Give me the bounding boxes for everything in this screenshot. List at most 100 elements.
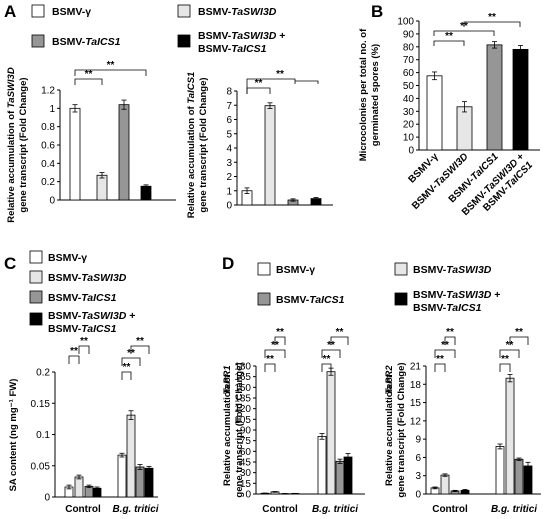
significance-label: ** xyxy=(266,354,274,365)
bar-C-g1-s0 xyxy=(117,454,127,498)
y-tick-label: 0 xyxy=(415,490,421,501)
bar-C-g1-s1 xyxy=(126,414,136,498)
x-category-label: B.g. tritici xyxy=(312,504,358,515)
significance-label: ** xyxy=(255,78,263,89)
legend-label-bsmv: BSMV-γ xyxy=(52,6,91,18)
significance-bracket xyxy=(444,336,456,345)
y-axis-label: gene transcript (Fold Change) xyxy=(198,77,209,212)
legend-label-combo: BSMV-TaSWI3D + BSMV-TaICS1 xyxy=(198,30,285,55)
y-axis-label: Relative accumulation of TaICS1 xyxy=(186,72,197,218)
y-tick-label: 30 xyxy=(240,468,252,479)
significance-label: ** xyxy=(276,327,284,338)
legend-panel-d: BSMV-γ BSMV-TaSWI3D BSMV-TaICS1 BSMV-TaS… xyxy=(257,262,500,314)
y-tick-label: 100 xyxy=(397,17,414,28)
y-tick-label: 3 xyxy=(415,471,421,482)
legend-swatch-bsmv xyxy=(257,262,271,276)
y-tick-label: 0.2 xyxy=(41,177,55,188)
y-tick-label: 12 xyxy=(410,416,422,427)
legend-label-bsmv: BSMV-γ xyxy=(276,264,315,276)
y-tick-label: 90 xyxy=(240,426,252,437)
bar-a1-1 xyxy=(96,174,108,201)
y-tick-label: 0 xyxy=(245,490,251,501)
y-axis-label: SA content (ng mg⁻¹ FW) xyxy=(8,379,19,492)
y-tick-label: 4 xyxy=(226,144,232,155)
y-tick-label: 90 xyxy=(403,29,415,40)
bar-D2-g1-s2 xyxy=(514,458,524,495)
significance-bracket xyxy=(434,349,456,358)
legend-label-combo: BSMV-TaSWI3D + BSMV-TaICS1 xyxy=(48,310,135,335)
bar-a1-3 xyxy=(140,185,152,201)
y-axis-label: Relative accumulation of xyxy=(222,373,233,486)
y-tick-label: 10 xyxy=(403,133,415,144)
significance-label: ** xyxy=(446,327,454,338)
bar-a2-1 xyxy=(264,105,276,206)
significance-bracket xyxy=(330,336,349,345)
legend-label-combo: BSMV-TaSWI3D + BSMV-TaICS1 xyxy=(413,289,500,314)
y-tick-label: 0.4 xyxy=(41,159,55,170)
significance-label: ** xyxy=(506,340,514,351)
significance-label: ** xyxy=(107,60,115,71)
significance-bracket xyxy=(130,345,150,354)
significance-label: ** xyxy=(336,327,344,338)
legend-label-taswi3d: BSMV-TaSWI3D xyxy=(198,6,277,18)
y-tick-label: 135 xyxy=(234,394,251,405)
legend-swatch-taswi3d xyxy=(394,262,408,276)
legend-swatch-combo xyxy=(394,292,408,306)
significance-label: ** xyxy=(85,69,93,80)
y-tick-label: 0 xyxy=(44,493,50,504)
significance-label: ** xyxy=(501,354,509,365)
legend-swatch-combo xyxy=(177,34,191,48)
significance-label: ** xyxy=(323,354,331,365)
bar-D2-g1-s1 xyxy=(505,377,515,495)
legend-swatch-combo xyxy=(29,312,43,326)
y-tick-label: 0.2 xyxy=(36,368,50,379)
x-category-label: Control xyxy=(432,504,468,515)
bar-b-1 xyxy=(456,106,473,151)
bar-D1-g1-s1 xyxy=(326,371,336,495)
significance-bracket xyxy=(74,78,103,85)
significance-bracket xyxy=(121,357,141,366)
y-tick-label: 60 xyxy=(403,68,415,79)
y-tick-label: 1.2 xyxy=(41,86,55,97)
significance-label: ** xyxy=(515,327,523,338)
y-tick-label: 6 xyxy=(415,453,421,464)
legend-swatch-taswi3d xyxy=(177,4,191,18)
y-tick-label: 1 xyxy=(49,104,55,115)
y-tick-label: 120 xyxy=(234,404,251,415)
significance-label: ** xyxy=(488,12,496,23)
y-tick-label: 6 xyxy=(226,115,232,126)
legend-label-tacics1: BSMV-TaICS1 xyxy=(52,36,121,48)
y-axis-label: Relative accumulation of TaSWI3D xyxy=(6,67,17,223)
bar-D1-g1-s2 xyxy=(335,460,345,495)
y-axis-label: TaPR2 xyxy=(384,365,395,395)
significance-bracket xyxy=(434,363,446,372)
legend-panel-c: BSMV-γ BSMV-TaSWI3D BSMV-TaICS1 BSMV-TaS… xyxy=(29,250,135,335)
x-tick-label: BSMV-TaSWI3D +BSMV-TaICS1 xyxy=(460,151,535,226)
x-category-label: B.g. tritici xyxy=(491,504,537,515)
y-tick-label: 150 xyxy=(234,383,251,394)
y-tick-label: 60 xyxy=(240,447,252,458)
significance-bracket xyxy=(246,78,319,94)
legend-swatch-tacics1 xyxy=(257,292,271,306)
bar-D2-g1-s3 xyxy=(523,465,533,495)
legend-label-tacics1: BSMV-TaICS1 xyxy=(48,292,117,304)
y-tick-label: 2 xyxy=(226,172,232,183)
significance-bracket xyxy=(264,363,276,372)
significance-bracket xyxy=(509,336,529,345)
legend-swatch-tacics1 xyxy=(31,34,45,48)
y-tick-label: 70 xyxy=(403,55,415,66)
legend-label-taswi3d: BSMV-TaSWI3D xyxy=(413,264,492,276)
y-tick-label: 20 xyxy=(403,120,415,131)
significance-bracket xyxy=(68,355,80,364)
legend-swatch-bsmv xyxy=(29,250,43,264)
y-tick-label: 0.6 xyxy=(41,141,55,152)
y-tick-label: 165 xyxy=(234,372,251,383)
y-tick-label: 50 xyxy=(403,81,415,92)
bar-D2-g1-s0 xyxy=(495,446,505,495)
y-tick-label: 45 xyxy=(240,458,252,469)
significance-label: ** xyxy=(271,340,279,351)
significance-label: ** xyxy=(445,31,453,42)
panel-label-c: C xyxy=(4,254,16,273)
significance-label: ** xyxy=(123,362,131,373)
legend-label-taswi3d: BSMV-TaSWI3D xyxy=(48,272,127,284)
